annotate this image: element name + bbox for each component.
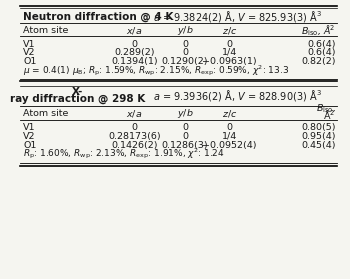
Text: V1: V1 <box>23 40 36 49</box>
Text: 0: 0 <box>182 40 188 49</box>
Text: $x/a$: $x/a$ <box>126 25 142 36</box>
Text: $y/b$: $y/b$ <box>177 24 193 37</box>
Text: $\mu$ = 0.4(1) $\mu_\mathrm{B}$; $R_\mathrm{p}$: 1.59%, $R_\mathrm{wp}$: 2.15%, : $\mu$ = 0.4(1) $\mu_\mathrm{B}$; $R_\mat… <box>23 63 290 78</box>
Text: Atom site: Atom site <box>23 26 69 35</box>
Text: $R_\mathrm{p}$: 1.60%, $R_\mathrm{wp}$: 2.13%, $R_\mathrm{exp}$: 1.91%, $\chi^2$: $R_\mathrm{p}$: 1.60%, $R_\mathrm{wp}$: … <box>23 146 225 161</box>
Text: Neutron diffraction @ 4 K: Neutron diffraction @ 4 K <box>23 11 174 22</box>
Text: O1: O1 <box>23 141 37 150</box>
Text: 0: 0 <box>131 40 137 49</box>
Text: $z/c$: $z/c$ <box>222 25 237 36</box>
Text: 1/4: 1/4 <box>222 132 237 141</box>
Text: O1: O1 <box>23 57 37 66</box>
Text: 1/4: 1/4 <box>222 48 237 57</box>
Text: −0.0952(4): −0.0952(4) <box>202 141 257 150</box>
Text: V2: V2 <box>23 48 36 57</box>
Text: 0.80(5): 0.80(5) <box>301 123 336 133</box>
Text: Å$^2$: Å$^2$ <box>323 108 336 121</box>
Text: $z/c$: $z/c$ <box>222 108 237 119</box>
Text: V1: V1 <box>23 123 36 133</box>
Text: 0.6(4): 0.6(4) <box>307 48 336 57</box>
Text: −0.0963(1): −0.0963(1) <box>202 57 257 66</box>
Text: $B_\mathrm{iso}$, Å$^2$: $B_\mathrm{iso}$, Å$^2$ <box>301 23 336 38</box>
Text: 0: 0 <box>182 123 188 133</box>
Text: 0.6(4): 0.6(4) <box>307 40 336 49</box>
Text: 0.82(2): 0.82(2) <box>301 57 336 66</box>
Text: $y/b$: $y/b$ <box>177 107 193 120</box>
Text: 0: 0 <box>182 132 188 141</box>
Text: 0.28173(6): 0.28173(6) <box>108 132 161 141</box>
Text: $a$ = 9.3824(2) Å, $V$ = 825.93(3) Å$^3$: $a$ = 9.3824(2) Å, $V$ = 825.93(3) Å$^3$ <box>153 9 322 24</box>
Text: 0.289(2): 0.289(2) <box>114 48 155 57</box>
Text: 0: 0 <box>182 48 188 57</box>
Text: 0.1394(1): 0.1394(1) <box>111 57 158 66</box>
Text: $a$ = 9.3936(2) Å, $V$ = 828.90(3) Å$^3$: $a$ = 9.3936(2) Å, $V$ = 828.90(3) Å$^3$ <box>153 88 322 103</box>
Text: Atom site: Atom site <box>23 109 69 118</box>
Text: V2: V2 <box>23 132 36 141</box>
Text: 0.95(4): 0.95(4) <box>301 132 336 141</box>
Text: $B_\mathrm{iso}$,: $B_\mathrm{iso}$, <box>316 103 336 115</box>
Text: 0.1286(3): 0.1286(3) <box>162 141 208 150</box>
Text: 0: 0 <box>131 123 137 133</box>
Text: 0: 0 <box>226 123 232 133</box>
Text: ray diffraction @ 298 K: ray diffraction @ 298 K <box>9 93 145 104</box>
Text: 0.1290(2): 0.1290(2) <box>162 57 208 66</box>
Text: 0.1426(2): 0.1426(2) <box>111 141 158 150</box>
Text: 0: 0 <box>226 40 232 49</box>
Text: 0.45(4): 0.45(4) <box>301 141 336 150</box>
Text: X-: X- <box>71 87 83 97</box>
Text: $x/a$: $x/a$ <box>126 108 142 119</box>
